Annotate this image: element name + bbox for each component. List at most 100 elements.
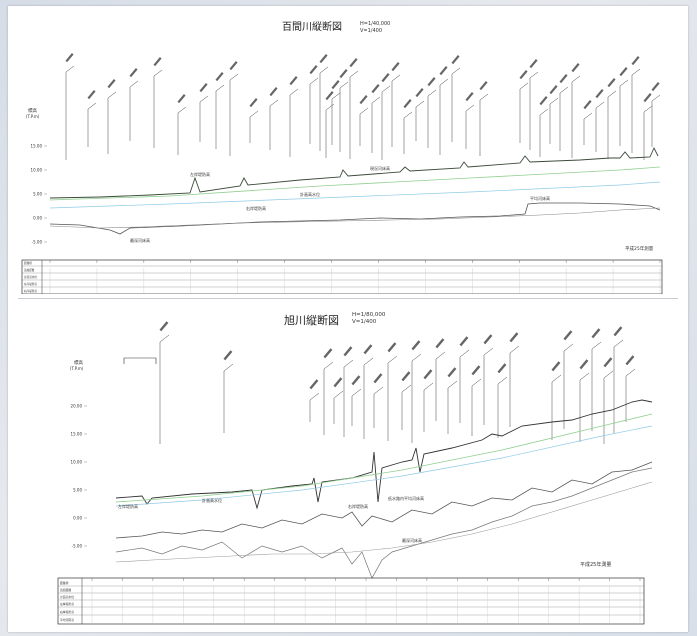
station-label-glyph [571,63,580,73]
bottom-bed-line-2 [115,467,653,579]
station-leader-tip [549,97,559,105]
station-leader-tip [479,93,489,101]
station-label-glyph [229,61,238,71]
station-leader-tip [223,363,234,372]
top-scale-h: H=1/40,000 [360,21,390,27]
station-label-glyph [459,336,469,347]
station-leader-tip [391,74,401,82]
station-label-glyph [607,78,616,88]
station-label-glyph [551,361,561,372]
top-y-unit: 標高 [28,107,37,114]
station-label-glyph [559,74,568,84]
station-leader-tip [153,69,163,77]
station-label-glyph [529,59,538,69]
top-levee-line [49,146,659,199]
station-label-glyph [381,73,390,83]
station-leader-tip [439,78,449,86]
station-leader-tip [87,102,97,110]
station-label-glyph [465,92,474,102]
station-leader-tip [471,378,482,387]
station-leader-tip [539,108,549,116]
y-tick-label: -5.00 [32,240,43,245]
station-leader-tip [583,112,593,120]
station-leader-tip [371,96,381,104]
station-leader-tip [571,75,581,83]
station-leader-tip [563,343,574,352]
y-tick-label: 10.00 [31,168,43,173]
station-label-glyph [319,54,328,64]
bottom-table-row-2: 計画高水位 [60,595,74,599]
y-tick-label: 0.00 [33,216,42,221]
station-label-glyph [439,66,448,76]
station-label-glyph [563,330,573,341]
bottom-profile-panel: 旭川縦断図 H=1/80,000 V=1/400 標高 (T.P.m) 20.0… [52,302,678,628]
station-leader-tip [159,334,170,343]
station-leader-tip [107,91,117,99]
bottom-scale-v: V=1/400 [352,319,377,325]
top-table-row-3: 左岸堤防高 [24,282,37,286]
top-survey-note: 平成25年測量 [625,245,654,252]
top-water-line [49,181,661,209]
station-leader-tip [415,100,425,108]
top-profile-svg: 百間川縦断図 H=1/40,000 V=1/400 標高 (T.P.m) 15.… [21,20,663,294]
station-leader-tip [465,104,475,112]
station-label-glyph [65,53,74,63]
station-leader-tip [411,353,422,362]
top-anno-4: 最深河床高 [130,237,150,243]
y-tick-label: 10.00 [71,460,83,465]
top-anno-0: 左岸堤防高 [190,171,210,177]
station-leader-tip [177,106,187,114]
station-leader-tip [509,345,520,354]
y-tick-label: 20.00 [71,404,83,409]
bottom-profile-svg: 旭川縦断図 H=1/80,000 V=1/400 標高 (T.P.m) 20.0… [57,312,653,625]
station-leader-tip [215,84,225,92]
station-label-glyph [333,377,343,388]
bottom-title: 旭川縦断図 [284,313,339,327]
bottom-anno-1: 計画高水位 [202,497,222,503]
station-leader-tip [349,70,359,78]
station-label-glyph [343,346,353,357]
station-label-glyph [411,340,421,351]
station-label-glyph [363,344,373,355]
station-leader-tip [351,388,362,397]
station-leader-tip [339,81,349,89]
bottom-levee-line [115,399,653,510]
station-leader-tip [497,376,508,385]
top-bed-line-2 [49,207,661,229]
bottom-scale-h: H=1/80,000 [352,312,386,318]
station-leader-tip [269,99,279,107]
bottom-bracket [123,357,157,364]
top-profile-panel: 百間川縦断図 H=1/40,000 V=1/400 標高 (T.P.m) 15.… [20,10,672,294]
station-leader-tip [529,71,539,79]
station-leader-tip [427,89,437,97]
station-leader-tip [559,86,569,94]
bottom-table-row-3: 左岸堤防高 [60,602,74,606]
top-anno-2: 計画高水位 [300,191,320,197]
station-leader-tip [387,355,398,364]
station-leader-tip [519,82,529,90]
station-leader-tip [343,359,354,368]
station-leader-tip [483,347,494,356]
station-leader-tip [435,351,446,360]
station-leader-tip [551,374,562,383]
station-label-glyph [471,365,481,376]
top-bed-line [49,202,661,235]
station-label-glyph [401,371,411,382]
station-leader-tip [607,90,617,98]
station-leader-tip [381,85,391,93]
station-leader-tip [323,361,334,370]
station-label-glyph [583,100,592,110]
station-leader-tip [459,349,470,358]
station-label-glyph [129,68,138,78]
top-table-row-2: 計画高水位 [24,275,37,279]
station-leader-tip [331,92,341,100]
station-label-glyph [427,77,436,87]
top-station-labels [65,53,661,160]
station-label-glyph [651,82,660,92]
station-label-glyph [107,79,116,89]
station-leader-tip [613,339,624,348]
station-label-glyph [519,70,528,80]
top-scale-v: V=1/400 [360,28,382,34]
station-label-glyph [373,373,383,384]
station-label-glyph [591,328,601,339]
